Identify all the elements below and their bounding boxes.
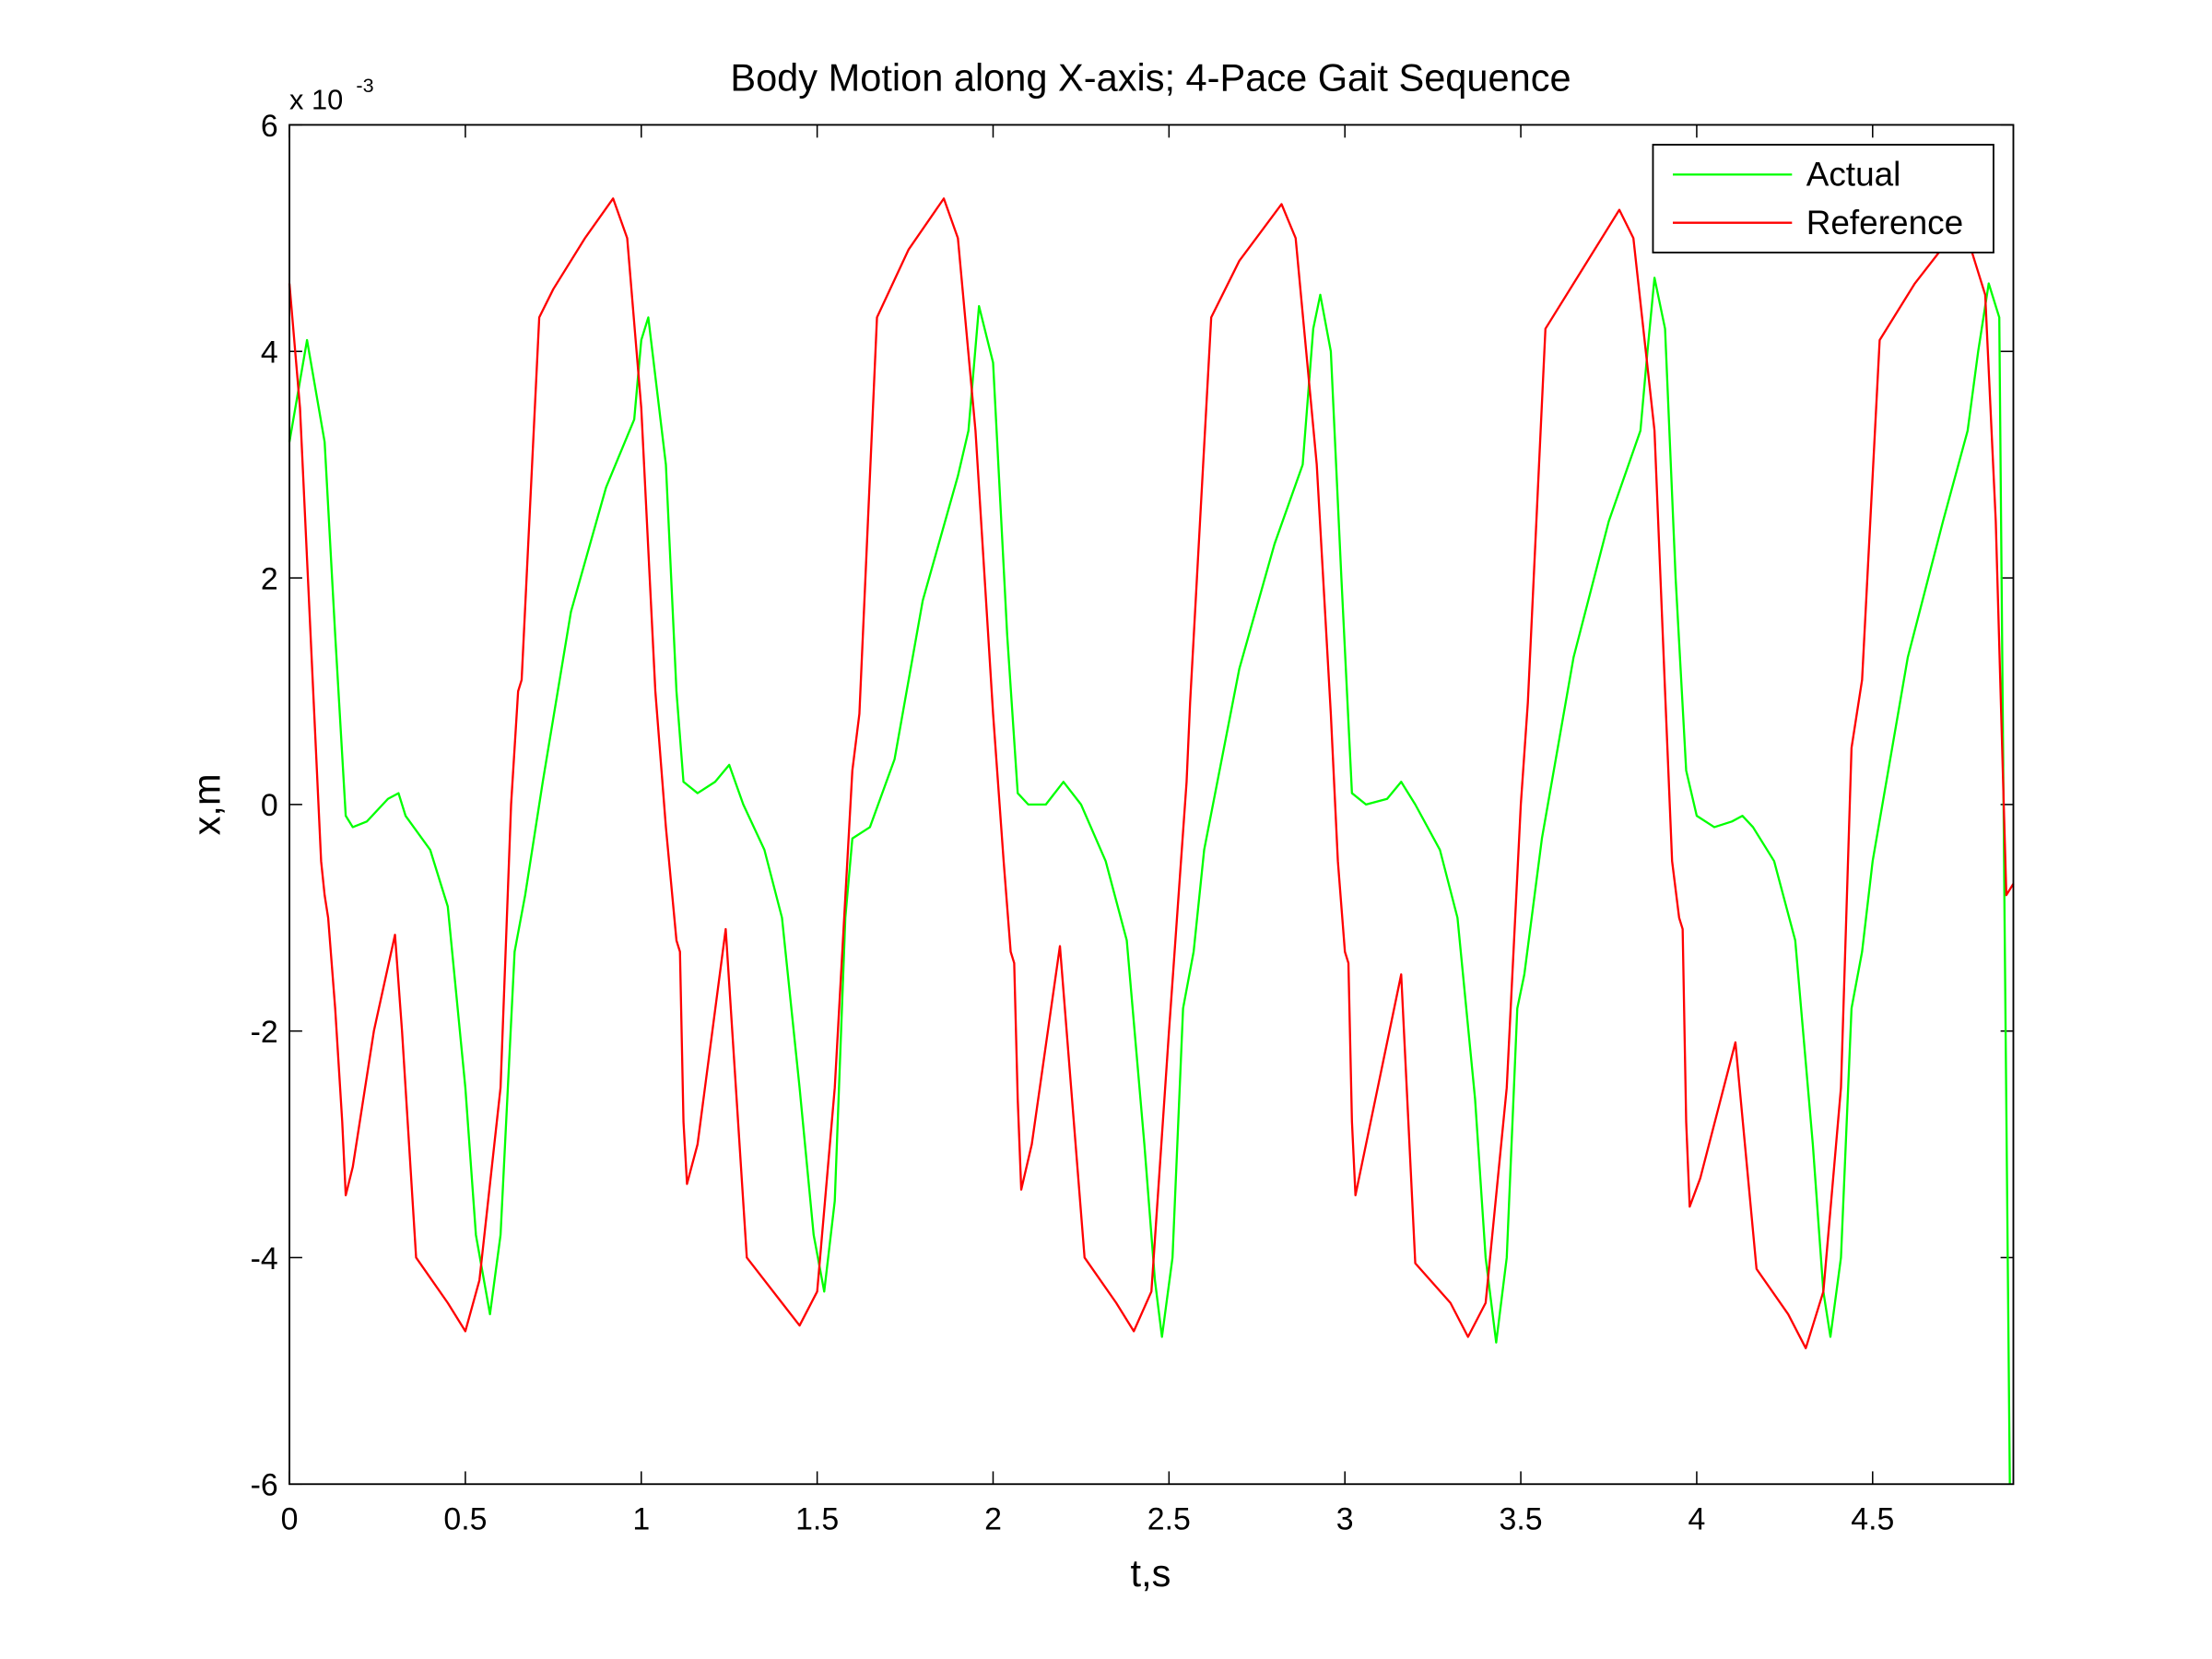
y-exponent: -3 xyxy=(356,74,373,97)
x-tick-label: 3 xyxy=(1336,1502,1354,1537)
y-tick-label: -6 xyxy=(251,1468,278,1503)
y-tick-label: -4 xyxy=(251,1241,278,1277)
legend-label: Actual xyxy=(1806,156,1901,194)
legend-label: Reference xyxy=(1806,204,1963,241)
y-multiplier: x 10 xyxy=(289,84,343,116)
legend: Actual Reference xyxy=(1652,144,1994,253)
y-tick-label: 4 xyxy=(261,335,278,371)
x-tick-label: 1 xyxy=(632,1502,650,1537)
y-tick-label: 2 xyxy=(261,561,278,596)
y-axis-label: x,m xyxy=(185,773,229,835)
y-tick-label: 0 xyxy=(261,788,278,823)
data-line xyxy=(288,197,2015,1349)
x-tick-label: 4.5 xyxy=(1851,1502,1894,1537)
plot-area: 0 0.5 1 1.5 2 2.5 3 3.5 4 4.5 -6 -4 -2 0 2 4 6 Actual Refe… xyxy=(251,109,2015,1537)
x-axis-label: t,s xyxy=(1131,1551,1171,1594)
x-tick-label: 1.5 xyxy=(795,1502,839,1537)
data-line xyxy=(288,276,2011,1485)
x-tick-label: 0 xyxy=(281,1502,299,1537)
axes-box xyxy=(288,124,2015,1486)
chart-title: Body Motion along X-axis; 4-Pace Gait Se… xyxy=(730,56,1571,100)
x-tick-label: 3.5 xyxy=(1500,1502,1543,1537)
x-tick-label: 2.5 xyxy=(1147,1502,1191,1537)
y-tick-label: -2 xyxy=(251,1015,278,1050)
x-tick-label: 2 xyxy=(984,1502,1002,1537)
y-tick-label: 6 xyxy=(261,109,278,144)
legend-box xyxy=(1652,144,1994,253)
x-tick-label: 0.5 xyxy=(443,1502,487,1537)
x-tick-label: 4 xyxy=(1688,1502,1706,1537)
